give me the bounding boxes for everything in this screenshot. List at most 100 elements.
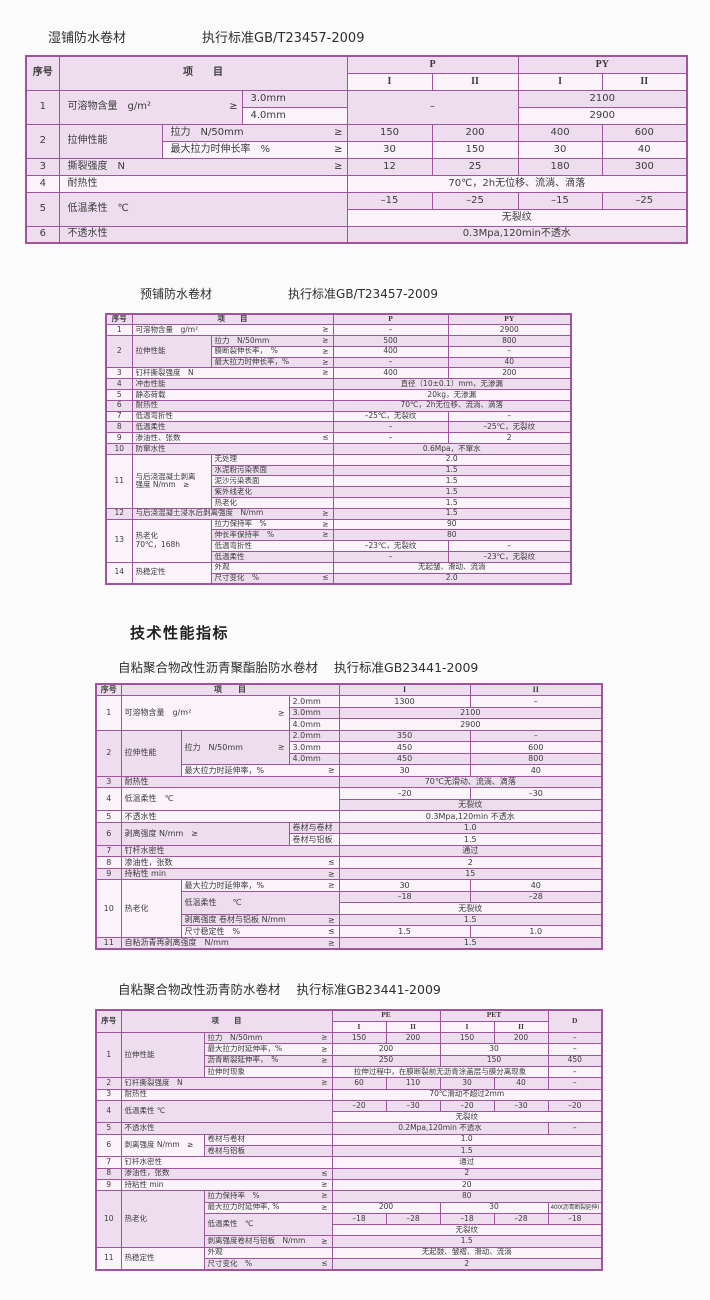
table-cell: 12 [105,507,133,520]
title-text: 自粘聚合物改性沥青防水卷材 [118,982,281,997]
table-cell: 25 [431,157,519,176]
table-cell: –30 [385,1099,441,1113]
table-cell: 剥离强度卷材与铝板 N/mm ≥ [203,1235,333,1248]
cell-text: 膜断裂伸长率， % [214,346,278,356]
table-cell: 1 [105,324,133,337]
table-cell: 拉伸性能 [58,123,163,159]
cell-text: 12 [383,160,396,172]
table-cell: 钉杆水密性 [120,844,340,857]
table-row: 5 低温柔性 ℃ –15 –25 –15 –25 [25,191,688,227]
table-cell: 膜断裂伸长率， % ≥ [210,345,334,358]
table-row: 4 耐热性 70℃，2h无位移、流淌、滴落 [25,174,688,193]
cell-text: 2900 [499,324,519,334]
table-header-cell: II [385,1020,441,1034]
cell-text: 8 [106,857,112,867]
table-cell: 无裂纹 [346,208,688,227]
cell-text: 无裂纹 [458,903,483,913]
cell-text: 70℃无滑动、流淌、滴落 [424,777,516,787]
table-row: 低温柔性 ℃ –18 –28 [96,890,603,915]
cell-text: 与后浇混凝土浸水后剥离强度 N/mm [135,508,264,518]
pre-laid-membrane-table: 序号 项 目 P PY 1 可溶物含量 g/m² ≥ – 2900 2 拉伸性能 拉力 N/50mm ≥… [105,313,572,585]
cell-text: 1300 [394,696,415,706]
threshold-symbol: ≤ [322,432,329,442]
table-header-cell: 项 目 [58,55,348,91]
cell-text: 序号 [101,1016,117,1026]
cell-text: 6 [39,228,46,240]
table-header-cell: I [346,72,433,91]
table-cell: 450 [547,1054,603,1067]
table-cell: 钉杆撕裂强度 N ≥ [120,1077,333,1090]
table-cell: 不透水性 [120,810,340,823]
table-cell: – [332,432,449,445]
table-cell: 2.0 [332,453,572,466]
cell-text: 通过 [459,1157,475,1167]
table-row: 5 不透水性 0.3Mpa,120min 不透水 [95,810,603,823]
cell-text: I [402,685,407,695]
table-cell: 200 [493,1032,549,1045]
cell-text: 3 [39,160,46,172]
threshold-symbol: ≥ [277,742,285,752]
cell-text: 5 [106,811,112,821]
table-row: 3 耐热性 70℃无滑动、流淌、滴落 [95,775,603,788]
cell-text: 5 [116,389,122,399]
cell-text: I [465,1021,469,1031]
cell-text: –18 [397,892,412,902]
table-row: 3 撕裂强度 N ≥12 25 180 300 [25,157,688,176]
table-cell: 1300 [338,695,471,708]
cell-text: 耐热性 [135,400,159,410]
cell-text: 40 [637,143,651,155]
cell-text: II [471,75,479,87]
table-header-cell: II [601,72,688,91]
threshold-symbol: ≥ [322,324,329,334]
cell-text: –23℃，无裂纹 [364,540,417,550]
threshold-symbol: ≥ [229,101,238,113]
table-cell: 尺寸稳定性 % ≤ [180,925,340,938]
title-text: 湿铺防水卷材 [48,31,127,46]
table-title-pre-laid: 预铺防水卷材 执行标准GB/T23457-2009 [140,285,438,302]
threshold-symbol: ≥ [322,335,329,345]
cell-text: –30 [514,1100,528,1110]
table-cell: 200 [331,1043,441,1056]
cell-text: 项 目 [183,67,223,79]
table-cell: 30 [439,1043,549,1056]
table-cell: 无处理 [210,453,334,466]
table-cell: 低温柔性 [210,551,334,563]
table-cell: 钉杆水密性 [120,1156,333,1169]
table-cell: 无起鼓、皱褶、滑动、流淌 [331,1246,603,1260]
table-row: 8 渗油性，张数 ≤2 [95,1167,603,1180]
table-cell: 13 [105,518,133,563]
table-row: 尺寸稳定性 % ≤1.5 1.0 [96,925,603,938]
table-row: 尺寸变化 % ≤2 [96,1258,603,1271]
cell-text: 剥离强度 N/mm ≥ [124,828,199,838]
table-cell: 8 [95,856,122,869]
table-cell: 10 [95,879,122,938]
cell-text: 11 [114,475,125,485]
cell-text: P [388,314,393,324]
cell-text: 无裂纹 [458,800,483,810]
cell-text: 可溶物含量 g/m² [67,101,151,113]
standard-text: 执行标准GB23441-2009 [296,982,441,997]
table-header-cell: D [547,1009,603,1034]
cell-text: 热老化 70℃，168h [135,530,181,549]
cell-text: 1.0 [463,823,477,833]
table-title-self-adhesive: 自粘聚合物改性沥青防水卷材 执行标准GB23441-2009 [118,979,441,998]
table-row: 最大拉力时延伸率, % ≥200 30 400(沥青断裂延伸) [96,1201,603,1214]
table-row: 无裂纹 [96,1224,603,1237]
cell-text: 热老化 [124,1213,148,1223]
cell-text: 直径（10±0.1）mm，无渗漏 [400,378,503,388]
threshold-symbol: ≤ [322,573,329,582]
wet-laid-membrane-table: 序号项 目 P PY I II I II 1 可溶物含量 g/m² ≥3.0mm –2100 4.0m… [25,55,689,244]
cell-text: 通过 [462,846,479,856]
cell-text: – [388,551,393,561]
table-cell: 外观 [210,561,334,574]
table-cell: 拉伸性能 [120,729,182,777]
table-row: 10 热老化 最大拉力时延伸率，% ≥30 40 [95,879,603,938]
table-cell: 70℃滑动不超过2mm [331,1088,603,1101]
table-cell: 渗油性，张数 ≤ [120,856,340,869]
cell-text: 9 [106,869,112,879]
table-cell: 2900 [447,324,572,337]
spec-table: 序号项 目 PE PET D I II I II 1 拉伸性能 拉力 N/50mm ≥150 200 15… [95,1009,603,1271]
table-cell: 200 [447,367,572,380]
table-cell: 1 [25,89,60,125]
table-cell: 可溶物含量 g/m² ≥ [120,695,290,731]
